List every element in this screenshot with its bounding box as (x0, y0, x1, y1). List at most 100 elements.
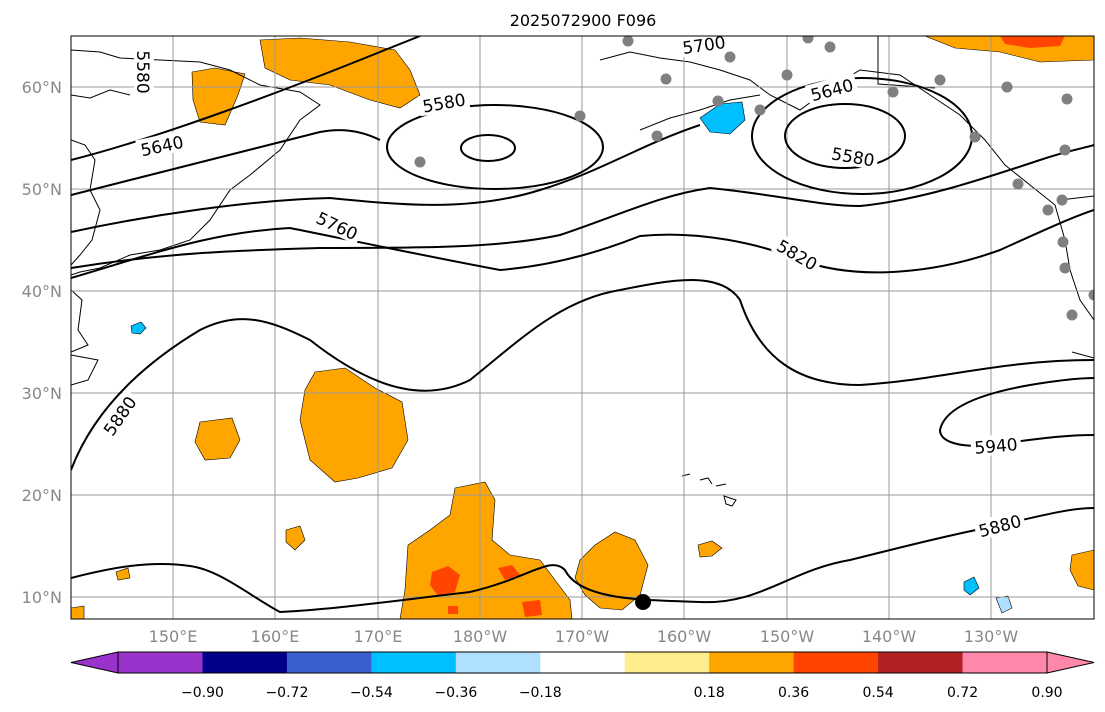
station-dot (1059, 144, 1071, 156)
anomaly-region (498, 565, 520, 580)
anomaly-region (522, 600, 542, 617)
coastline (599, 51, 1094, 321)
contour-label: 5820 (770, 232, 825, 275)
contour-label: 5760 (310, 205, 365, 245)
longitude-label: 170°W (555, 627, 610, 646)
anomaly-region (1000, 36, 1065, 48)
longitude-label: 160°W (657, 627, 712, 646)
station-dot (724, 51, 736, 63)
station-dot (414, 156, 426, 168)
station-dot (934, 74, 946, 86)
contour-line (71, 279, 1094, 471)
longitude-labels: 150°E 160°E 170°E 180°W 170°W 160°W 150°W 140°W… (149, 627, 1019, 646)
hawaii-islands (681, 473, 737, 507)
longitude-label: 170°E (354, 627, 403, 646)
station-dot (651, 130, 663, 142)
latitude-labels: 60°N 50°N 40°N 30°N 20°N 10°N (22, 78, 62, 607)
strong-anomaly-regions (430, 36, 1065, 617)
colorbar-max-extension (1046, 651, 1095, 674)
station-dot (1056, 194, 1068, 206)
colorbar (70, 651, 1095, 674)
station-dot (1059, 262, 1071, 274)
contour-value: 5640 (139, 133, 185, 162)
longitude-label: 130°W (964, 627, 1019, 646)
colorbar-segment (371, 652, 457, 673)
colorbar-tick-labels: −0.90 −0.72 −0.54 −0.36 −0.18 0.18 0.36 0.54 0.7… (181, 685, 1063, 701)
colorbar-tick: 0.90 (1031, 685, 1062, 701)
contour-line (71, 36, 421, 161)
longitude-label: 150°E (149, 627, 198, 646)
contour-line (71, 144, 1094, 269)
contour-label: 5580 (417, 87, 471, 118)
station-dot (1088, 289, 1094, 301)
colorbar-tick: 0.18 (694, 685, 725, 701)
station-dot (1061, 93, 1073, 105)
contour-label: 5640 (805, 72, 859, 107)
contour-label: 5580 (826, 141, 880, 172)
colorbar-segment (878, 652, 964, 673)
station-dot (1042, 204, 1054, 216)
colorbar-segment (286, 652, 372, 673)
anomaly-region (191, 67, 246, 126)
longitude-label: 150°W (760, 627, 815, 646)
coastline (71, 354, 99, 386)
station-dot (1066, 309, 1078, 321)
contour-value: 5880 (977, 512, 1024, 543)
coastline (71, 139, 101, 266)
station-dot (754, 104, 766, 116)
station-dot (622, 36, 634, 47)
coastline (71, 89, 131, 99)
coastline (639, 94, 761, 131)
contour-line (784, 103, 906, 169)
station-dot (802, 36, 814, 44)
station-dot (969, 131, 981, 143)
station-dot (887, 86, 899, 98)
graticule (71, 36, 1094, 619)
contour-value: 5700 (681, 33, 727, 59)
coastlines (71, 36, 1094, 386)
colorbar-segment (540, 652, 626, 673)
station-dot (660, 73, 672, 85)
station-dot (712, 95, 724, 107)
border-line (1071, 351, 1094, 359)
longitude-label: 140°W (862, 627, 917, 646)
colorbar-tick: −0.72 (265, 685, 308, 701)
longitude-label: 160°E (251, 627, 300, 646)
latitude-label: 20°N (22, 486, 62, 505)
colorbar-tick: 0.54 (863, 685, 894, 701)
latitude-label: 60°N (22, 78, 62, 97)
anomaly-region (699, 101, 746, 135)
map-frame (70, 35, 1095, 620)
colorbar-segment (118, 652, 203, 673)
colorbar-tick: −0.90 (181, 685, 224, 701)
contour-line (71, 129, 381, 196)
station-dot (824, 41, 836, 53)
contour-line (938, 377, 1094, 447)
anomaly-region (963, 576, 980, 596)
latitude-label: 10°N (22, 588, 62, 607)
island (681, 473, 691, 477)
contour-value: 5940 (974, 435, 1019, 459)
anomaly-region (130, 321, 147, 335)
colorbar-tick: 0.72 (947, 685, 978, 701)
station-dot (1001, 81, 1013, 93)
anomaly-region (995, 595, 1013, 614)
colorbar-tick: −0.54 (350, 685, 393, 701)
anomaly-region (115, 567, 131, 581)
anomaly-region (697, 540, 723, 558)
anomaly-region (1069, 549, 1094, 591)
contour-label: 5880 (96, 389, 142, 442)
anomaly-region (430, 566, 460, 596)
anomaly-region (285, 525, 306, 551)
latitude-label: 50°N (22, 180, 62, 199)
contour-label: 5640 (135, 130, 189, 162)
contour-value: 5640 (809, 76, 856, 107)
coastline (71, 49, 321, 276)
colorbar-segment (793, 652, 879, 673)
coastline (71, 289, 89, 353)
latitude-label: 40°N (22, 282, 62, 301)
contour-value: 5580 (132, 50, 152, 93)
contour-line (460, 134, 516, 162)
contour-label: 5580 (132, 47, 154, 97)
